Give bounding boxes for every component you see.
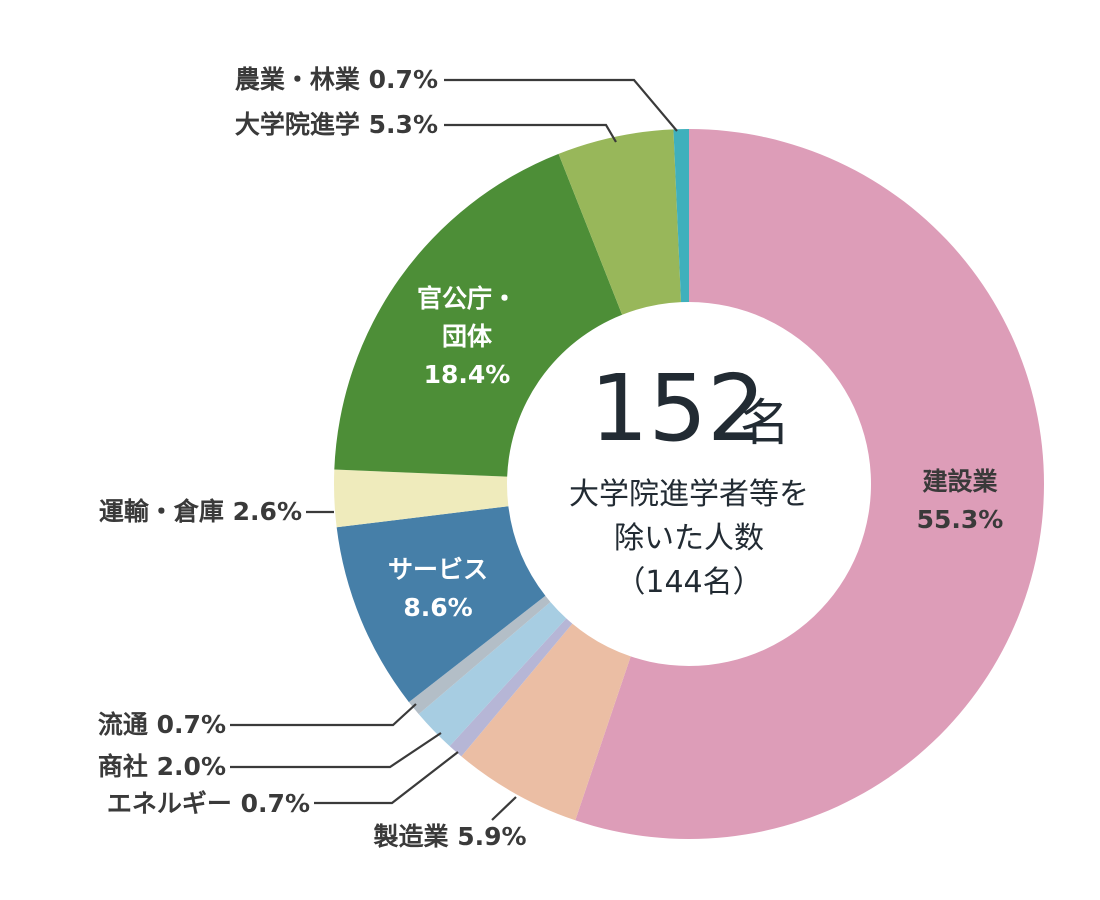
label-shousha: 商社 2.0% <box>98 752 226 781</box>
center-total-value: 152 <box>590 355 766 462</box>
slice-1 <box>461 623 631 821</box>
slice-9 <box>673 129 689 303</box>
label-shousha-name: 商社 <box>98 752 148 781</box>
label-ryutsu: 流通 0.7% <box>98 710 226 739</box>
label-energy-name: エネルギー <box>107 789 232 818</box>
label-energy: エネルギー 0.7% <box>107 789 310 818</box>
label-kensetsu-pct: 55.3% <box>917 505 1004 534</box>
slice-2 <box>449 618 573 757</box>
label-nougyou-pct: 0.7% <box>369 65 438 94</box>
svg-text:農業・林業 0.7%: 農業・林業 0.7% <box>235 65 438 94</box>
label-kensetsu-name: 建設業 <box>922 467 997 496</box>
slice-8 <box>558 129 682 315</box>
label-seizou-pct: 5.9% <box>457 822 526 851</box>
svg-text:エネルギー 0.7%: エネルギー 0.7% <box>107 789 310 818</box>
svg-text:運輸・倉庫 2.6%: 運輸・倉庫 2.6% <box>99 497 302 526</box>
label-unyu-name: 運輸・倉庫 <box>99 497 224 526</box>
label-seizou-name: 製造業 <box>372 822 448 851</box>
center-total-unit: 名 <box>740 394 790 452</box>
slice-3 <box>418 602 567 747</box>
slice-7 <box>334 153 623 477</box>
svg-text:流通 0.7%: 流通 0.7% <box>98 710 226 739</box>
label-energy-pct: 0.7% <box>241 789 310 818</box>
label-daigakuin-name: 大学院進学 <box>235 110 360 139</box>
label-shousha-pct: 2.0% <box>157 752 226 781</box>
slice-5 <box>336 506 546 703</box>
slice-group <box>333 129 1044 840</box>
leader-seizou <box>491 796 517 821</box>
svg-text:大学院進学 5.3%: 大学院進学 5.3% <box>235 110 438 139</box>
label-daigakuin-pct: 5.3% <box>369 110 438 139</box>
label-service-pct: 8.6% <box>403 593 472 622</box>
slice-6 <box>333 469 509 528</box>
center-sub-line2: 除いた人数 <box>614 521 764 556</box>
leader-line-group <box>230 78 678 821</box>
leader-nougyou <box>444 78 678 132</box>
label-unyu-pct: 2.6% <box>233 497 302 526</box>
label-kankouchou-name-2: 団体 <box>442 322 493 351</box>
center-sub-line1: 大学院進学者等を <box>569 477 809 512</box>
leader-shousha <box>230 732 442 769</box>
svg-text:商社 2.0%: 商社 2.0% <box>98 752 226 781</box>
label-daigakuin: 大学院進学 5.3% <box>235 110 438 139</box>
label-kankouchou-pct: 18.4% <box>424 360 511 389</box>
slice-0 <box>575 129 1044 840</box>
label-nougyou: 農業・林業 0.7% <box>235 65 438 94</box>
leader-energy <box>314 751 459 805</box>
label-seizou: 製造業 5.9% <box>372 822 526 851</box>
leader-ryutsu <box>230 703 417 727</box>
leader-daigakuin <box>444 123 617 143</box>
label-nougyou-name: 農業・林業 <box>235 65 360 94</box>
center-sub-line3: （144名） <box>615 565 762 600</box>
label-ryutsu-pct: 0.7% <box>157 710 226 739</box>
svg-text:製造業 5.9%: 製造業 5.9% <box>372 822 526 851</box>
label-ryutsu-name: 流通 <box>98 710 148 739</box>
label-service-name: サービス <box>388 555 488 584</box>
label-kankouchou-name-1: 官公庁・ <box>417 284 517 313</box>
label-unyu: 運輸・倉庫 2.6% <box>99 497 302 526</box>
slice-4 <box>408 595 551 715</box>
